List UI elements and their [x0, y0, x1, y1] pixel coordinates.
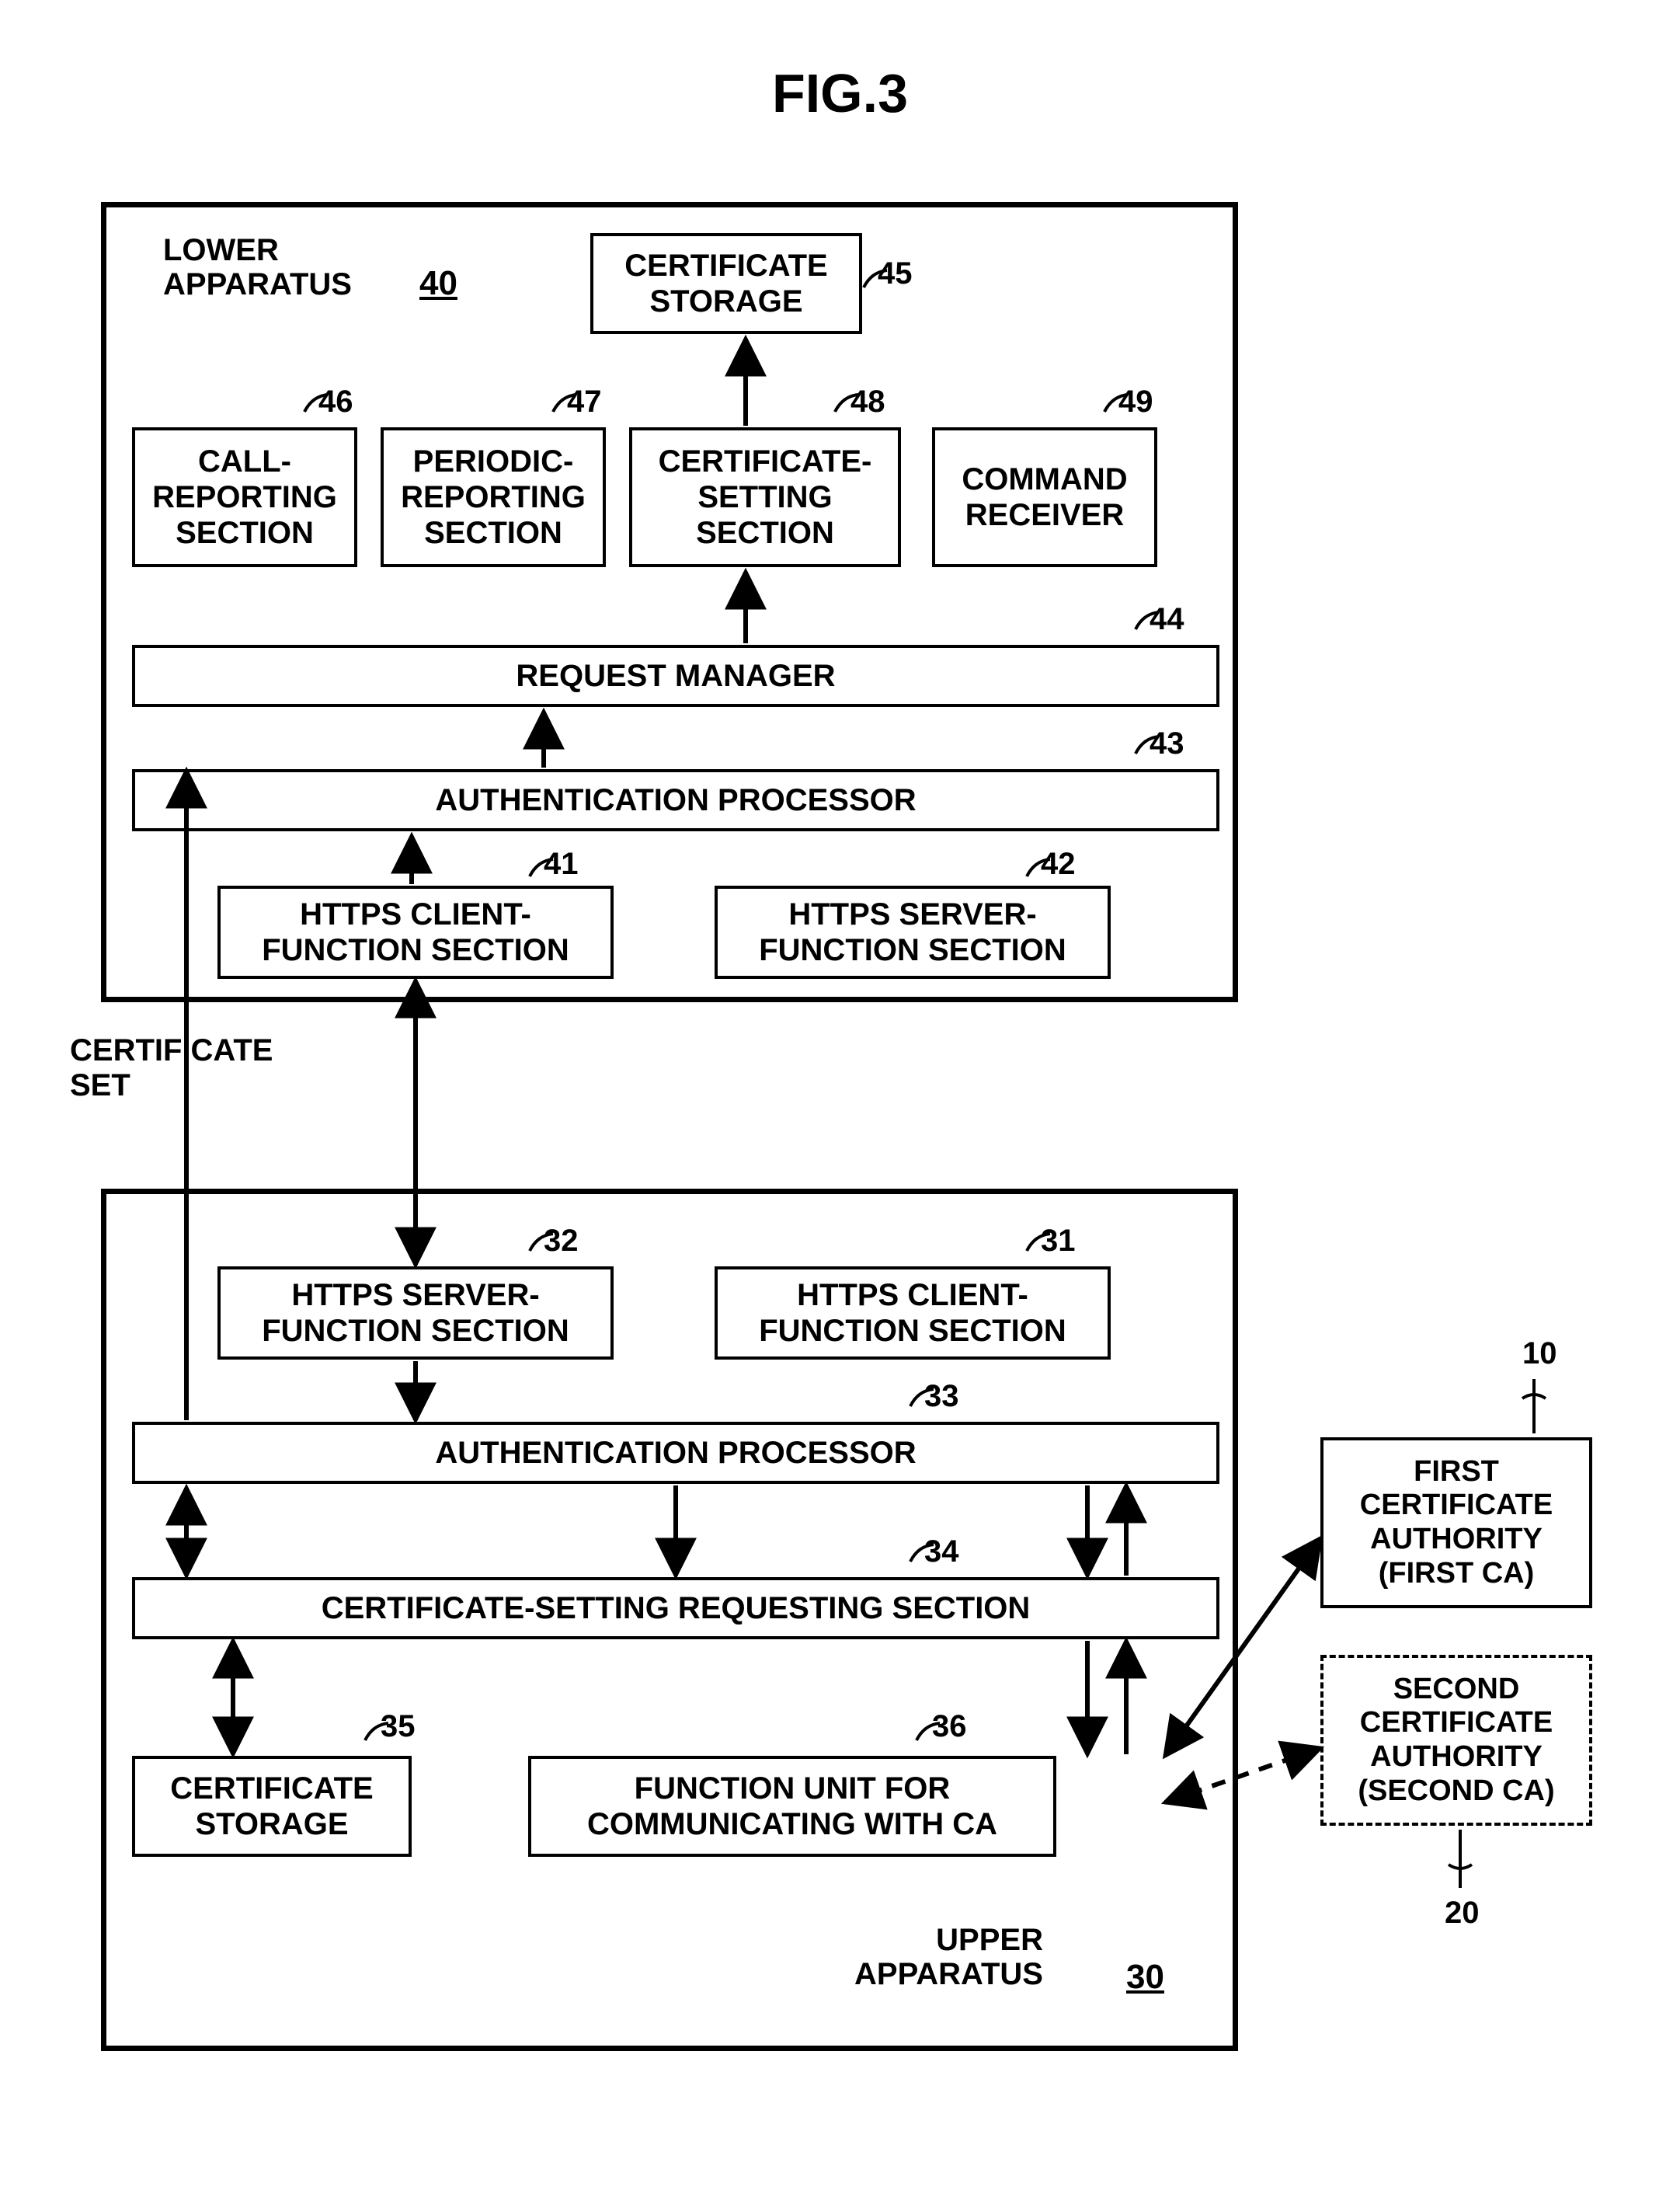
ref-20: 20: [1445, 1896, 1480, 1931]
ref-31: 31: [1041, 1224, 1076, 1259]
certificate-storage-45: CERTIFICATE STORAGE: [590, 233, 862, 334]
function-unit-ca: FUNCTION UNIT FOR COMMUNICATING WITH CA: [528, 1756, 1056, 1857]
upper-apparatus-title: UPPER APPARATUS: [854, 1923, 1043, 1991]
ref-49: 49: [1118, 385, 1153, 420]
ref-42: 42: [1041, 847, 1076, 882]
https-server-32: HTTPS SERVER- FUNCTION SECTION: [217, 1266, 614, 1360]
ref-48: 48: [850, 385, 885, 420]
ref-35: 35: [381, 1709, 416, 1744]
ref-32: 32: [544, 1224, 579, 1259]
certificate-setting-section: CERTIFICATE- SETTING SECTION: [629, 427, 901, 567]
command-receiver: COMMAND RECEIVER: [932, 427, 1157, 567]
ref-40: 40: [419, 264, 457, 303]
periodic-reporting-section: PERIODIC- REPORTING SECTION: [381, 427, 606, 567]
ref-43: 43: [1150, 726, 1184, 761]
auth-processor-33: AUTHENTICATION PROCESSOR: [132, 1422, 1219, 1484]
ref-47: 47: [567, 385, 602, 420]
ref-45: 45: [878, 256, 913, 291]
ref-30: 30: [1126, 1958, 1164, 1997]
lower-apparatus-title: LOWER APPARATUS: [163, 233, 352, 301]
auth-processor-43: AUTHENTICATION PROCESSOR: [132, 769, 1219, 831]
https-server-42: HTTPS SERVER- FUNCTION SECTION: [715, 886, 1111, 979]
ref-33: 33: [924, 1379, 959, 1414]
cert-setting-requesting-section: CERTIFICATE-SETTING REQUESTING SECTION: [132, 1577, 1219, 1639]
https-client-31: HTTPS CLIENT- FUNCTION SECTION: [715, 1266, 1111, 1360]
https-client-41: HTTPS CLIENT- FUNCTION SECTION: [217, 886, 614, 979]
ref-44: 44: [1150, 602, 1184, 637]
ref-36: 36: [932, 1709, 967, 1744]
figure-title: FIG.3: [0, 62, 1680, 124]
ref-34: 34: [924, 1534, 959, 1569]
ref-41: 41: [544, 847, 579, 882]
ref-46: 46: [318, 385, 353, 420]
second-ca-box: SECOND CERTIFICATE AUTHORITY (SECOND CA): [1320, 1655, 1592, 1826]
first-ca-box: FIRST CERTIFICATE AUTHORITY (FIRST CA): [1320, 1437, 1592, 1608]
certificate-storage-35: CERTIFICATE STORAGE: [132, 1756, 412, 1857]
request-manager: REQUEST MANAGER: [132, 645, 1219, 707]
certificate-set-label: CERTIFICATE SET: [70, 1033, 273, 1103]
ref-10: 10: [1522, 1336, 1557, 1371]
call-reporting-section: CALL- REPORTING SECTION: [132, 427, 357, 567]
